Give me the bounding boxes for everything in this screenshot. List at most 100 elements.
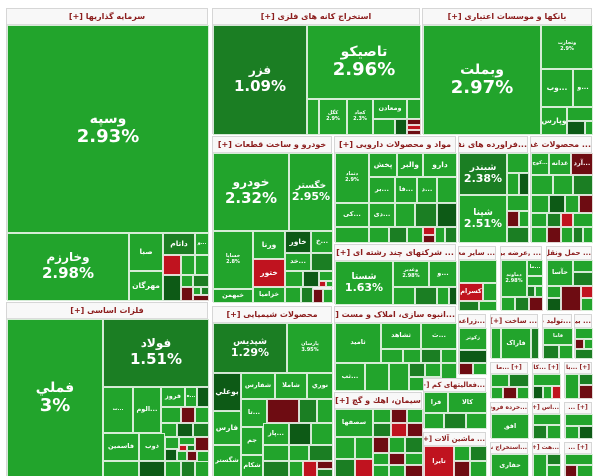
treemap-tile-investment-5[interactable]: مهرگان [129, 271, 163, 301]
treemap-tile[interactable] [193, 275, 209, 287]
treemap-tile-banks-2[interactable]: ...وب [541, 69, 573, 107]
treemap-tile-pharma-3[interactable]: پخش [369, 153, 397, 177]
treemap-tile-banks-1[interactable]: وتجارت 2.9% [541, 25, 593, 69]
sector-header-real-estate[interactable]: ...انبوه سازی، املاک و مست [+] [335, 307, 455, 323]
treemap-tile[interactable] [533, 386, 543, 399]
treemap-tile[interactable] [289, 445, 309, 461]
treemap-tile[interactable] [529, 297, 543, 311]
treemap-tile[interactable] [553, 175, 573, 195]
treemap-tile[interactable] [179, 437, 195, 445]
treemap-tile-auto-parts-8[interactable]: خزامیا [253, 287, 285, 303]
treemap-tile[interactable] [535, 286, 543, 297]
treemap-tile[interactable] [195, 255, 209, 275]
treemap-tile-auto-parts-0[interactable]: خودرو 2.32% [213, 153, 289, 231]
treemap-tile[interactable] [491, 328, 501, 359]
treemap-tile[interactable] [533, 425, 547, 439]
treemap-tile[interactable] [393, 287, 415, 305]
treemap-tile[interactable] [547, 286, 561, 298]
treemap-tile[interactable] [515, 297, 529, 311]
treemap-tile-chemicals-7[interactable]: شگستر [213, 445, 241, 476]
treemap-tile-real-estate-1[interactable]: ثشاهد [381, 323, 421, 349]
treemap-tile[interactable] [565, 465, 577, 476]
treemap-tile-auto-parts-4[interactable]: ورنا [253, 231, 285, 259]
treemap-tile[interactable] [381, 349, 403, 363]
treemap-tile[interactable] [389, 227, 407, 243]
treemap-tile[interactable] [311, 253, 333, 271]
treemap-tile[interactable] [193, 295, 209, 301]
treemap-tile[interactable] [161, 423, 177, 437]
treemap-tile[interactable] [459, 350, 487, 363]
treemap-tile[interactable] [424, 413, 444, 429]
sector-header-food[interactable]: ... محصولات غذایی و [+] [531, 137, 591, 153]
treemap-tile[interactable] [395, 119, 407, 135]
treemap-tile[interactable] [187, 451, 197, 461]
treemap-tile[interactable] [369, 227, 389, 243]
treemap-tile-exchange-activities-1[interactable]: فرا [424, 392, 448, 413]
treemap-tile[interactable] [567, 121, 585, 135]
treemap-tile-base-metals-1[interactable]: فولاد 1.51% [103, 319, 209, 387]
treemap-tile[interactable] [437, 203, 457, 227]
treemap-tile[interactable] [573, 272, 593, 286]
treemap-tile[interactable] [405, 465, 423, 476]
treemap-tile-auto-parts-1[interactable]: خگستر 2.95% [289, 153, 333, 231]
treemap-tile[interactable] [407, 130, 421, 135]
treemap-tile-retail-0[interactable]: افق [491, 414, 529, 439]
treemap-tile[interactable] [355, 459, 373, 476]
treemap-tile[interactable] [407, 227, 423, 243]
treemap-tile[interactable] [567, 107, 593, 121]
treemap-tile[interactable] [403, 349, 421, 363]
treemap-tile[interactable] [161, 407, 181, 423]
treemap-tile[interactable] [395, 203, 415, 227]
treemap-tile-investment-0[interactable]: وسپه 2.93% [7, 25, 209, 233]
treemap-tile[interactable] [577, 465, 593, 476]
treemap-tile-base-metals-14[interactable]: ذوب [139, 433, 165, 461]
treemap-tile[interactable] [559, 345, 573, 359]
treemap-tile[interactable] [483, 283, 497, 301]
treemap-tile-auto-parts-3[interactable]: خبهمن [213, 289, 253, 303]
treemap-tile-transport-0[interactable]: حآسا [547, 260, 573, 286]
treemap-tile[interactable] [531, 175, 553, 195]
treemap-tile[interactable] [449, 287, 457, 305]
treemap-tile-banks-0[interactable]: وبملت 2.97% [423, 25, 541, 135]
treemap-tile[interactable] [181, 255, 195, 275]
treemap-tile-pharma-4[interactable]: ...بر [369, 177, 395, 203]
sector-header-chemicals[interactable]: محصولات شیمیایی [+] [213, 307, 331, 323]
treemap-tile[interactable] [335, 437, 355, 459]
treemap-tile-base-metals-4[interactable]: فروز [161, 387, 185, 407]
treemap-tile-conglomerates-2[interactable]: ...و [429, 261, 457, 287]
treemap-tile[interactable] [285, 271, 303, 287]
treemap-tile[interactable] [373, 437, 389, 453]
treemap-tile-construction-1[interactable]: فاراک [501, 328, 531, 359]
treemap-tile-base-metals-0[interactable]: فملي 3% [7, 319, 103, 476]
treemap-tile[interactable] [177, 451, 187, 461]
treemap-tile[interactable] [423, 235, 435, 243]
treemap-tile[interactable] [181, 407, 195, 423]
treemap-tile[interactable] [407, 409, 423, 423]
treemap-tile[interactable] [565, 454, 593, 465]
treemap-tile-chemicals-16[interactable]: شکام [241, 455, 263, 476]
treemap-tile[interactable] [323, 289, 333, 303]
treemap-tile[interactable] [319, 281, 326, 287]
sector-header-metal-mining[interactable]: استخراج کانه های فلزی [+] [213, 9, 419, 25]
treemap-tile[interactable] [409, 363, 425, 377]
treemap-tile[interactable] [285, 287, 301, 303]
treemap-tile[interactable] [299, 399, 317, 423]
treemap-tile-metal-mining-4[interactable]: کچاد 2.3% [347, 99, 373, 135]
treemap-tile-pharma-0[interactable]: دتماد 2.9% [335, 153, 369, 203]
treemap-tile[interactable] [565, 426, 579, 439]
treemap-tile[interactable] [466, 413, 487, 429]
treemap-tile-other-minerals-1[interactable]: کسرام [459, 283, 483, 301]
treemap-tile[interactable] [531, 328, 539, 359]
treemap-tile[interactable] [355, 437, 373, 459]
treemap-tile[interactable] [501, 297, 515, 311]
treemap-tile[interactable] [407, 125, 421, 130]
treemap-tile-utilities-1[interactable]: ...ما [527, 260, 543, 276]
treemap-tile-metal-mining-3[interactable]: کگل 2.9% [319, 99, 347, 135]
treemap-tile-auto-parts-6[interactable]: ...خ [311, 231, 333, 253]
treemap-tile-real-estate-2[interactable]: ...ث [421, 323, 457, 349]
treemap-tile[interactable] [415, 203, 437, 227]
treemap-tile[interactable] [543, 345, 559, 359]
treemap-tile[interactable] [565, 374, 579, 399]
treemap-tile-banks-4[interactable]: وپارس [541, 107, 567, 135]
treemap-tile[interactable] [179, 445, 187, 451]
